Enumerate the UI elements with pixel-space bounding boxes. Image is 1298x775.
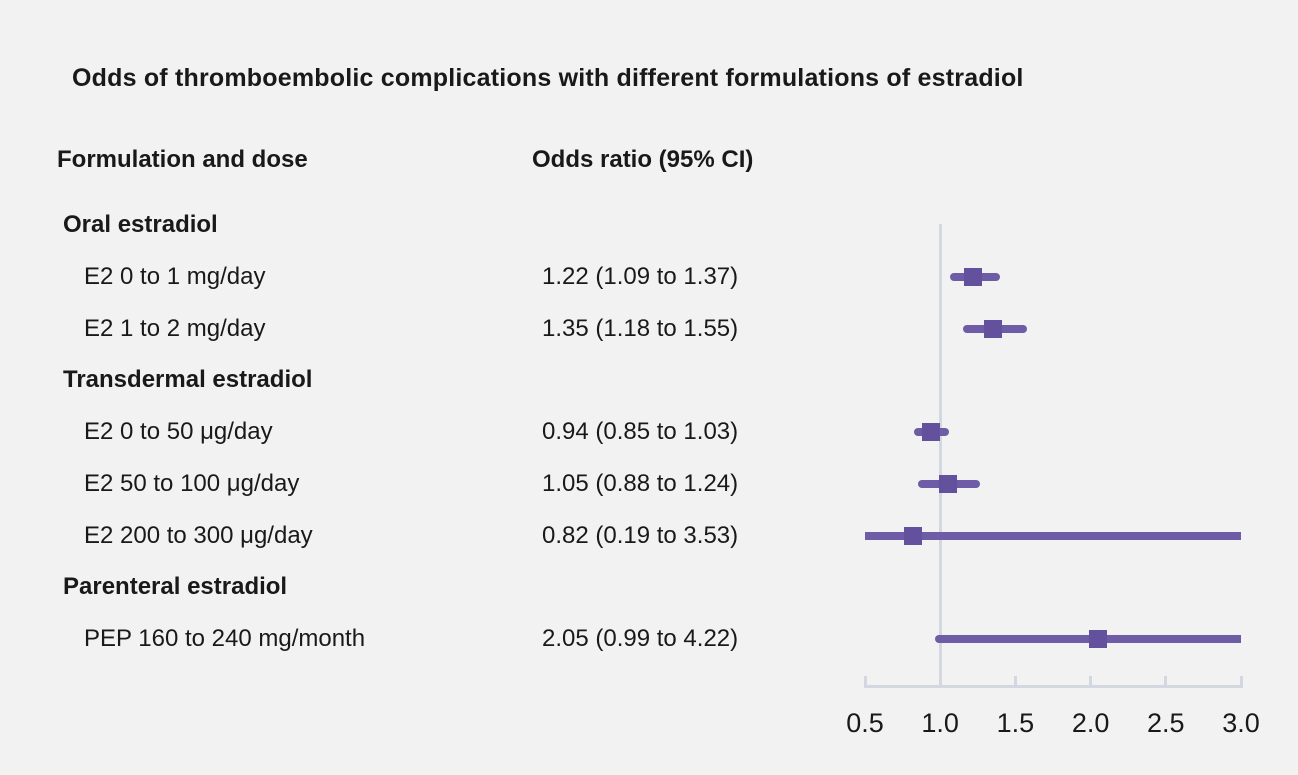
group-label: Transdermal estradiol — [63, 366, 313, 394]
reference-line — [938, 224, 942, 685]
row-label: PEP 160 to 240 mg/month — [84, 624, 366, 652]
x-axis-tick — [938, 675, 942, 685]
row-or-value: 0.94 (0.85 to 1.03) — [542, 418, 739, 446]
forest-point-marker — [904, 526, 923, 545]
row-label: E2 50 to 100 μg/day — [84, 469, 300, 497]
forest-point-marker — [938, 474, 957, 493]
x-axis-tick-label: 2.0 — [1071, 708, 1110, 738]
x-axis-tick — [1164, 675, 1168, 685]
group-label: Oral estradiol — [63, 211, 218, 239]
row-or-value: 0.82 (0.19 to 3.53) — [542, 521, 739, 549]
x-axis-tick — [1013, 675, 1017, 685]
row-label: E2 200 to 300 μg/day — [84, 521, 313, 549]
row-or-value: 2.05 (0.99 to 4.22) — [542, 624, 739, 652]
x-axis-tick-label: 1.5 — [996, 708, 1035, 738]
forest-ci-line — [934, 634, 1241, 643]
x-axis-tick-label: 0.5 — [846, 708, 884, 738]
forest-point-marker — [1089, 629, 1108, 648]
forest-ci-line — [865, 531, 1241, 540]
row-label: E2 0 to 1 mg/day — [84, 263, 266, 290]
x-axis-tick — [1239, 675, 1243, 685]
row-label: E2 1 to 2 mg/day — [84, 314, 266, 342]
row-label: E2 0 to 50 μg/day — [84, 418, 273, 446]
chart-title: Odds of thromboembolic complications wit… — [72, 64, 1024, 92]
forest-point-marker — [983, 319, 1002, 338]
group-label: Parenteral estradiol — [63, 573, 288, 601]
x-axis-tick-label: 3.0 — [1222, 708, 1260, 738]
x-axis-tick — [1089, 675, 1093, 685]
x-axis-tick-label: 2.5 — [1147, 708, 1185, 738]
row-or-value: 1.35 (1.18 to 1.55) — [542, 314, 739, 342]
x-axis-tick-label: 1.0 — [921, 708, 959, 738]
row-or-value: 1.05 (0.88 to 1.24) — [542, 469, 739, 497]
x-axis-line — [863, 684, 1243, 688]
column-header-formulation: Formulation and dose — [57, 146, 308, 173]
x-axis-tick — [863, 675, 867, 685]
forest-point-marker — [964, 268, 983, 286]
row-or-value: 1.22 (1.09 to 1.37) — [542, 263, 739, 290]
forest-point-marker — [922, 423, 941, 442]
column-header-odds-ratio: Odds ratio (95% CI) — [532, 146, 754, 173]
